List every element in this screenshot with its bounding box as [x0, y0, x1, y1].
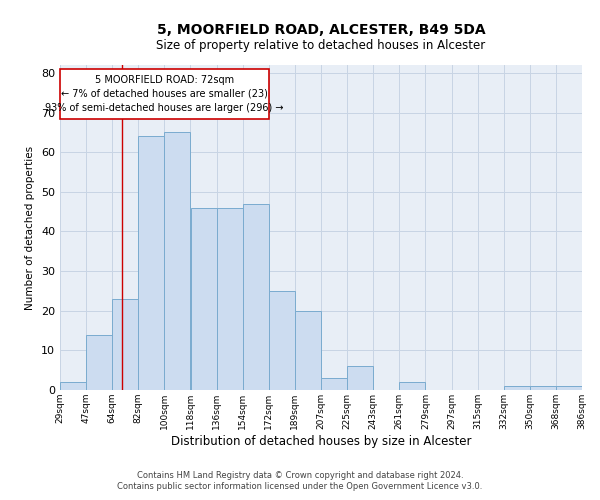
Text: ← 7% of detached houses are smaller (23): ← 7% of detached houses are smaller (23)	[61, 88, 268, 99]
Bar	[191, 208, 217, 390]
Text: Contains HM Land Registry data © Crown copyright and database right 2024.: Contains HM Land Registry data © Crown c…	[137, 471, 463, 480]
Bar	[295, 310, 321, 390]
Text: Contains public sector information licensed under the Open Government Licence v3: Contains public sector information licen…	[118, 482, 482, 491]
Bar	[321, 378, 347, 390]
Bar	[164, 132, 190, 390]
Bar	[86, 334, 112, 390]
Bar	[347, 366, 373, 390]
Bar	[556, 386, 582, 390]
Bar	[243, 204, 269, 390]
Bar	[504, 386, 530, 390]
Text: 5 MOORFIELD ROAD: 72sqm: 5 MOORFIELD ROAD: 72sqm	[95, 75, 234, 85]
Bar	[400, 382, 425, 390]
FancyBboxPatch shape	[60, 69, 269, 118]
X-axis label: Distribution of detached houses by size in Alcester: Distribution of detached houses by size …	[171, 434, 471, 448]
Bar	[60, 382, 86, 390]
Bar	[217, 208, 242, 390]
Text: Size of property relative to detached houses in Alcester: Size of property relative to detached ho…	[157, 39, 485, 52]
Text: 5, MOORFIELD ROAD, ALCESTER, B49 5DA: 5, MOORFIELD ROAD, ALCESTER, B49 5DA	[157, 22, 485, 36]
Bar	[139, 136, 164, 390]
Bar	[530, 386, 556, 390]
Bar	[112, 299, 138, 390]
Bar	[269, 291, 295, 390]
Text: 93% of semi-detached houses are larger (296) →: 93% of semi-detached houses are larger (…	[45, 102, 284, 113]
Y-axis label: Number of detached properties: Number of detached properties	[25, 146, 35, 310]
